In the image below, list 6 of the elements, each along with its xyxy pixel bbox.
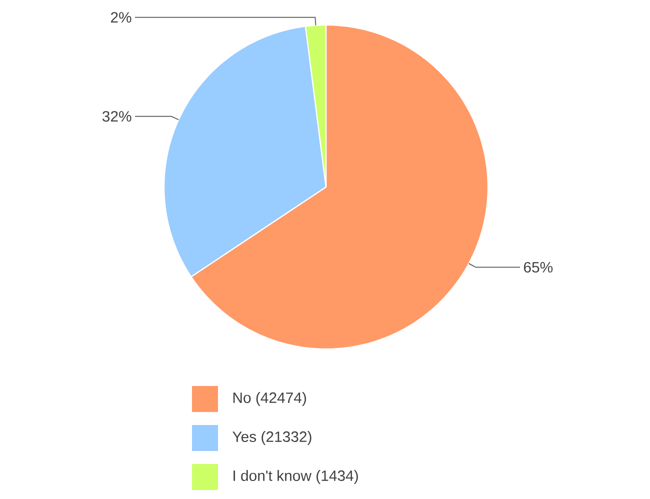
data-label: 2% — [110, 12, 132, 23]
data-label: 65% — [524, 262, 553, 273]
legend-label: Yes (21332) — [232, 431, 312, 445]
data-label: 32% — [102, 111, 132, 122]
legend-label: I don't know (1434) — [234, 470, 358, 484]
legend-label: No (42474) — [233, 392, 306, 406]
